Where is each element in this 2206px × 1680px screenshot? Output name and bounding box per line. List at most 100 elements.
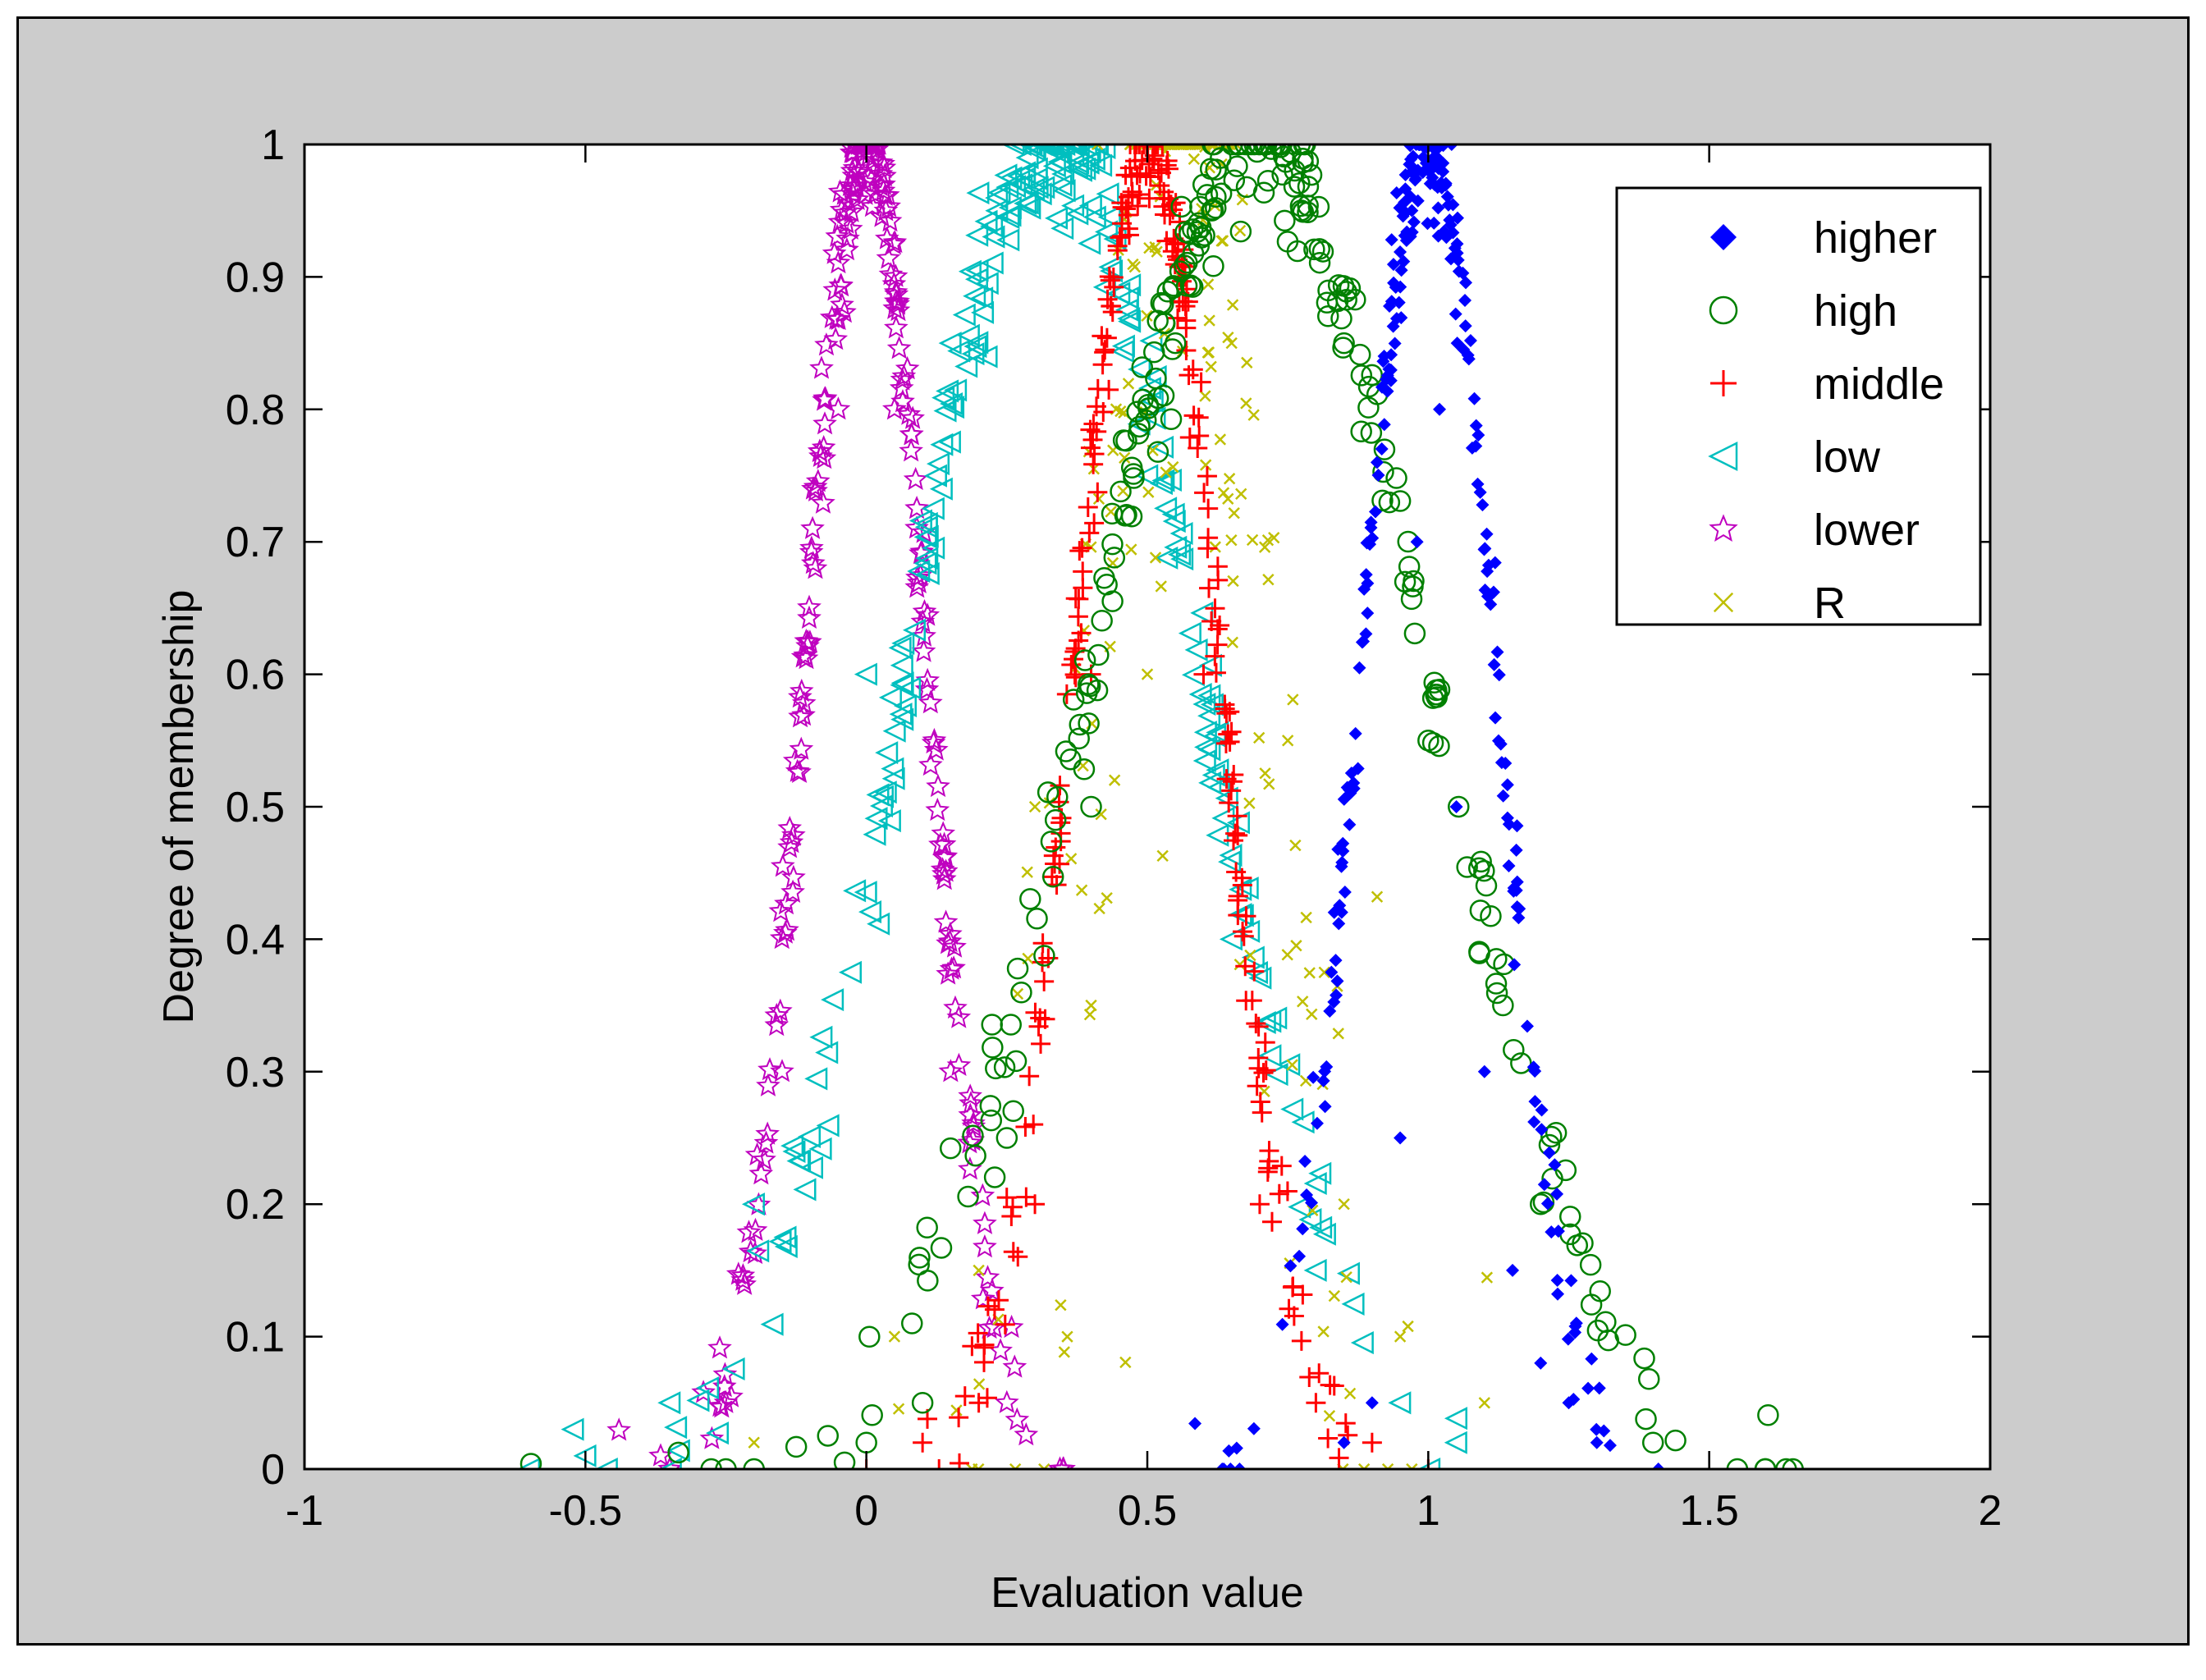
low-point	[1258, 1009, 1282, 1033]
high-point	[1115, 429, 1137, 452]
lower-point	[730, 1262, 756, 1287]
low-point	[1303, 1171, 1327, 1195]
lower-point	[844, 173, 869, 197]
higher-point	[1394, 311, 1408, 325]
lower-point	[712, 1374, 737, 1398]
high-point	[1423, 671, 1445, 694]
lower-point	[871, 144, 886, 155]
lower-point	[890, 367, 915, 391]
higher-point	[1568, 1325, 1582, 1339]
lower-point	[839, 199, 864, 222]
lower-point	[931, 845, 957, 869]
R-point	[1021, 866, 1033, 878]
higher-point	[1548, 1158, 1562, 1172]
middle-point	[1205, 598, 1225, 619]
low-point	[985, 186, 1009, 210]
high-point	[1033, 945, 1055, 967]
higher-point	[1293, 1249, 1307, 1263]
R-point	[1253, 731, 1265, 744]
middle-point	[1028, 1016, 1049, 1037]
middle-point	[1335, 1413, 1356, 1434]
high-point	[1055, 740, 1078, 762]
higher-point	[1363, 538, 1377, 552]
higher-point	[1404, 165, 1418, 179]
high-point	[1069, 713, 1092, 736]
middle-point	[1183, 405, 1204, 426]
middle-point	[1233, 922, 1253, 942]
middle-point	[1124, 144, 1145, 154]
R-point	[1323, 1410, 1336, 1422]
higher-point	[1550, 1187, 1564, 1201]
low-point	[1089, 153, 1113, 177]
legend-marker-high	[1709, 295, 1738, 325]
lower-point	[811, 490, 835, 514]
R-point	[1343, 1387, 1357, 1400]
y-tick-label: 0.5	[226, 784, 285, 831]
low-point	[1128, 357, 1151, 381]
low-point	[1350, 1331, 1374, 1355]
low-point	[1341, 1292, 1365, 1316]
high-point	[982, 1037, 1004, 1059]
lower-point	[886, 336, 912, 359]
lower-point	[855, 163, 881, 188]
middle-point	[1176, 318, 1197, 338]
scatter-chart: -1 -0.5 0 0.5 1 1.5 2 0 0.1 0.2 0.3 0.4 0.5 0.6 0.7 0.8…	[155, 121, 2002, 1617]
higher-point	[1348, 726, 1362, 740]
higher-point	[1247, 1421, 1261, 1435]
lower-point	[826, 396, 851, 420]
low-point	[1298, 1208, 1322, 1232]
low-point	[838, 960, 863, 984]
low-point	[1022, 177, 1046, 201]
legend-label-lower: lower	[1814, 506, 1920, 555]
low-point	[1060, 144, 1083, 157]
low-point	[878, 685, 902, 709]
low-point	[1015, 146, 1039, 170]
high-point	[995, 1127, 1018, 1149]
low-point	[786, 1149, 810, 1173]
higher-point	[1233, 1463, 1247, 1469]
low-point	[1135, 464, 1159, 488]
high-point	[1132, 388, 1154, 411]
middle-point	[1119, 225, 1139, 245]
higher-point	[1477, 1064, 1491, 1078]
middle-point	[1032, 933, 1053, 954]
R-point	[1371, 890, 1384, 903]
high-point	[1532, 1191, 1555, 1214]
high-point	[1091, 610, 1113, 632]
legend-marker-R	[1713, 592, 1734, 613]
higher-point	[1431, 229, 1445, 243]
higher-point	[1449, 307, 1462, 321]
low-point	[809, 1025, 833, 1049]
lower-point	[777, 816, 803, 840]
lower-point	[713, 1389, 739, 1413]
low-point	[821, 988, 844, 1012]
higher-point	[1384, 348, 1398, 362]
R-point	[1216, 235, 1229, 247]
high-point	[1127, 423, 1150, 445]
R-point	[1188, 153, 1201, 166]
R-point	[1300, 911, 1312, 924]
legend-entry-low: low	[1708, 433, 1881, 482]
lower-point	[975, 1265, 1000, 1289]
higher-point	[1506, 1263, 1520, 1277]
legend: higher high middle low lower R	[1615, 186, 1982, 628]
middle-point	[1198, 498, 1219, 519]
lower-point	[699, 1426, 725, 1449]
higher-point	[1355, 635, 1369, 649]
middle-point	[1101, 296, 1121, 317]
high-point	[1350, 364, 1373, 387]
low-point	[1226, 811, 1250, 835]
high-point	[1540, 1125, 1563, 1148]
lower-point	[823, 327, 849, 350]
R-point	[1188, 144, 1201, 151]
legend-marker-low	[1708, 441, 1738, 472]
low-point	[561, 1417, 584, 1441]
higher-point	[1392, 295, 1406, 309]
high-point	[1044, 808, 1067, 831]
higher-point	[1651, 1463, 1665, 1469]
middle-point	[1198, 528, 1219, 548]
low-point	[888, 636, 912, 660]
high-point	[1274, 209, 1296, 232]
high-point	[1510, 1052, 1532, 1074]
legend-entry-R: R	[1713, 579, 1846, 628]
